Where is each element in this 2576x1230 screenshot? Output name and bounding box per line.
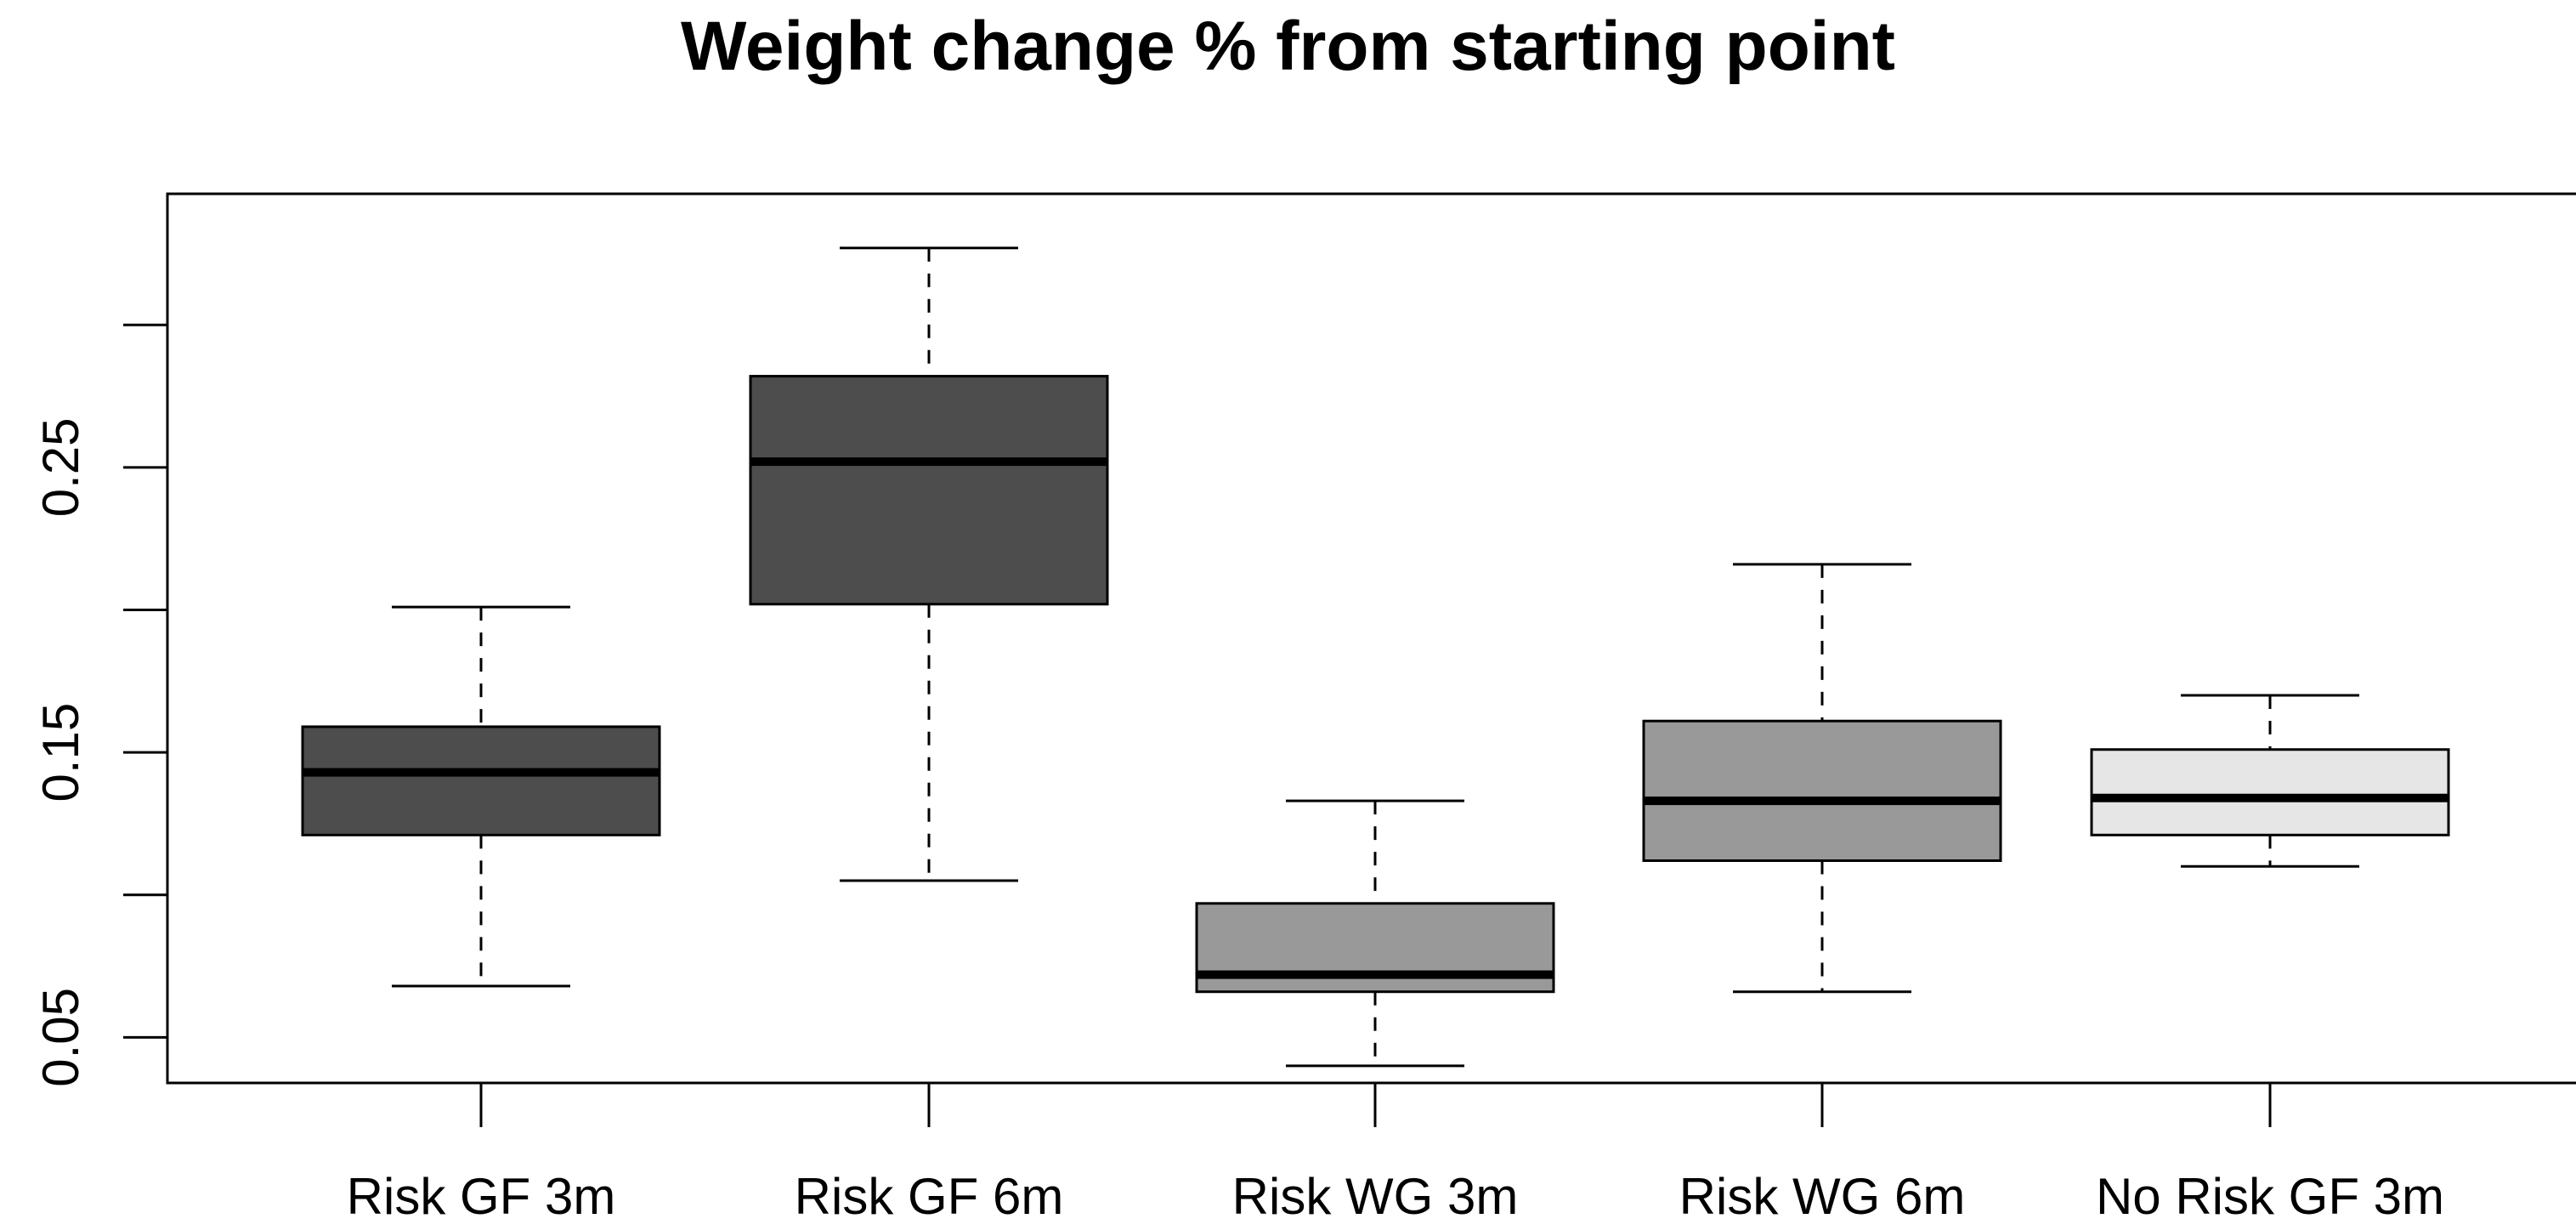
- box-iqr: [2090, 748, 2450, 836]
- x-tick-label: Risk GF 3m: [347, 1168, 616, 1225]
- x-tick-label: Risk WG 6m: [1679, 1168, 1966, 1225]
- box-iqr: [301, 725, 661, 836]
- x-tick-label: No Risk GF 3m: [2096, 1168, 2444, 1225]
- y-tick-label: 0.05: [32, 988, 89, 1087]
- x-tick-label: Risk WG 3m: [1232, 1168, 1519, 1225]
- box-iqr: [1642, 719, 2002, 862]
- chart-title: Weight change % from starting point: [681, 8, 1895, 85]
- x-tick-label: Risk GF 6m: [795, 1168, 1064, 1225]
- y-tick-label: 0.15: [32, 703, 89, 802]
- box-iqr: [749, 375, 1109, 606]
- chart-marks: 0.05 0.15 0.25 Risk GF 3m Risk GF 6m Risk WG …: [32, 192, 2576, 1225]
- y-tick-label: 0.25: [32, 417, 89, 517]
